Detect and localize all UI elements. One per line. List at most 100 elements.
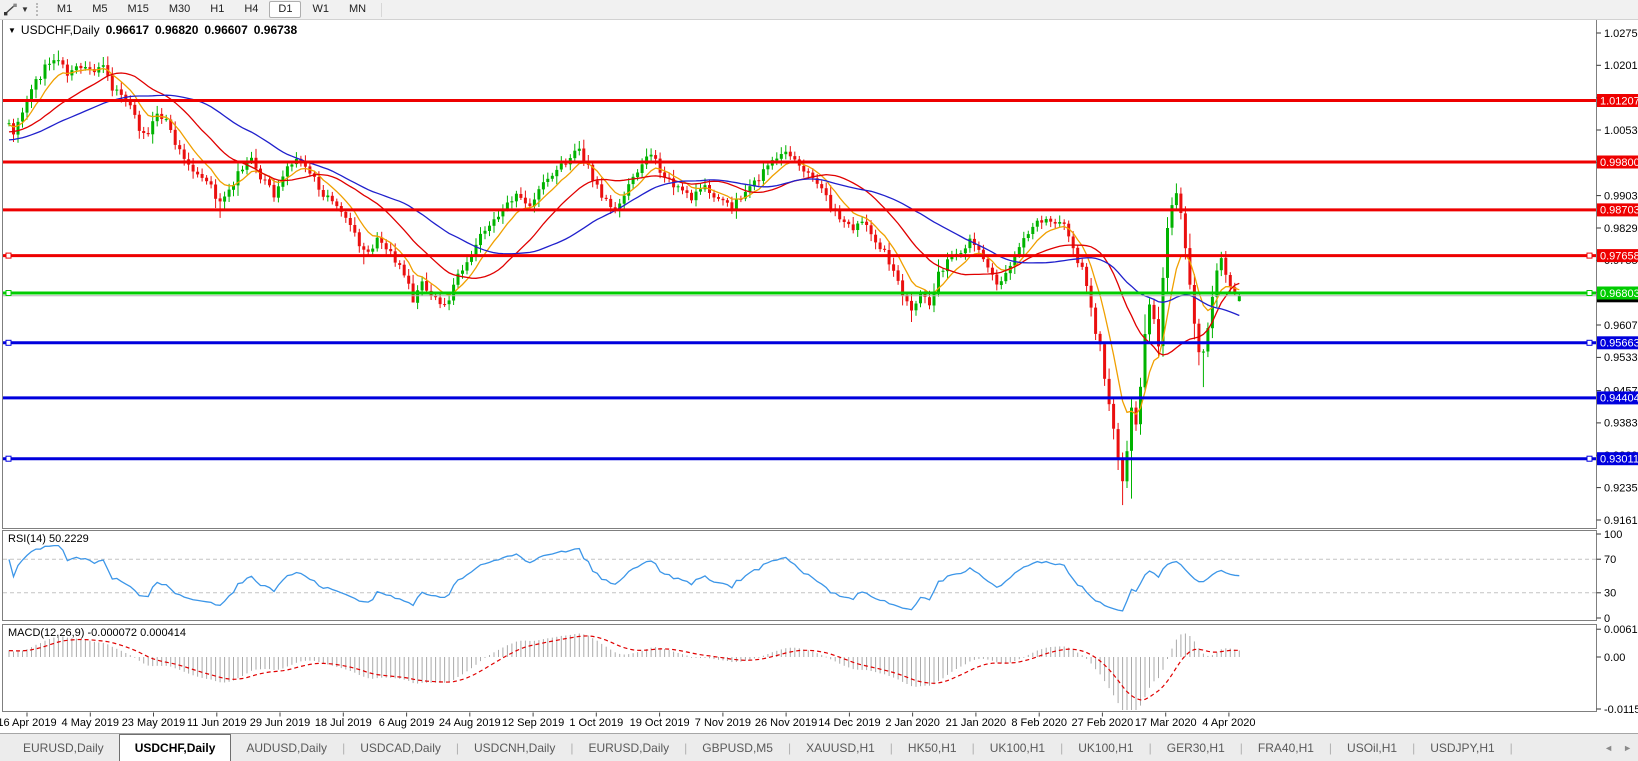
- chart-tab-ger30-h1[interactable]: GER30,H1: [1166, 740, 1225, 755]
- timeframe-button-w1[interactable]: W1: [312, 3, 329, 15]
- macd-axis: 0.006167 0.00 -0.011533: [1596, 624, 1638, 716]
- svg-text:18 Jul 2019: 18 Jul 2019: [315, 717, 372, 729]
- chart-tab-eurusd-daily[interactable]: EURUSD,Daily: [588, 740, 670, 755]
- svg-text:1 Oct 2019: 1 Oct 2019: [569, 717, 623, 729]
- macd-histogram: [8, 633, 1240, 710]
- hline-0.97658[interactable]: 0.97658: [3, 249, 1638, 262]
- svg-text:14 Dec 2019: 14 Dec 2019: [818, 717, 880, 729]
- svg-text:26 Nov 2019: 26 Nov 2019: [755, 717, 817, 729]
- hline-0.93011[interactable]: 0.93011: [3, 452, 1638, 466]
- chevron-down-icon[interactable]: ▼: [21, 5, 29, 14]
- tab-scroll-left-icon[interactable]: ◄: [1604, 742, 1614, 753]
- svg-text:0.93011: 0.93011: [1600, 454, 1638, 466]
- hline-1.01207[interactable]: 1.01207: [3, 94, 1638, 107]
- svg-text:4 May 2019: 4 May 2019: [62, 717, 119, 729]
- line-handle: [1586, 290, 1593, 296]
- hline-0.96803[interactable]: 0.96803: [3, 286, 1638, 300]
- tab-separator: |: [787, 740, 792, 755]
- svg-text:1.02010: 1.02010: [1604, 60, 1638, 72]
- hline-0.98703[interactable]: 0.98703: [3, 203, 1638, 217]
- svg-text:0.91610: 0.91610: [1604, 515, 1638, 527]
- svg-text:6 Aug 2019: 6 Aug 2019: [379, 717, 435, 729]
- tab-separator: |: [1060, 740, 1064, 755]
- svg-text:17 Mar 2020: 17 Mar 2020: [1135, 717, 1197, 729]
- timeframe-button-h4[interactable]: H4: [244, 3, 259, 15]
- svg-text:4 Apr 2020: 4 Apr 2020: [1202, 717, 1255, 729]
- svg-text:0: 0: [1604, 613, 1610, 625]
- svg-text:1.01207: 1.01207: [1600, 95, 1638, 107]
- tab-separator: |: [1328, 740, 1333, 755]
- line-handle: [5, 455, 12, 462]
- timeframe-button-m5[interactable]: M5: [92, 3, 108, 15]
- svg-text:30: 30: [1604, 588, 1616, 600]
- timeframe-button-m15[interactable]: M15: [127, 3, 149, 15]
- chart-tab-usoil-h1[interactable]: USOil,H1: [1347, 740, 1398, 755]
- chart-tab-eurusd-daily[interactable]: EURUSD,Daily: [23, 740, 104, 755]
- timeframe-button-mn[interactable]: MN: [348, 3, 367, 15]
- timeframe-button-d1[interactable]: D1: [269, 1, 302, 18]
- svg-text:11 Jun 2019: 11 Jun 2019: [187, 717, 247, 729]
- hline-0.99800[interactable]: 0.99800: [3, 155, 1638, 169]
- tab-separator: |: [1148, 740, 1152, 755]
- svg-text:16 Apr 2019: 16 Apr 2019: [0, 717, 57, 729]
- tab-separator: |: [684, 740, 688, 755]
- ma-40-line: [8, 94, 1240, 317]
- line-handle: [1586, 252, 1593, 259]
- svg-text:70: 70: [1604, 554, 1616, 566]
- date-axis[interactable]: 16 Apr 2019 4 May 2019 23 May 2019 11 Jun 2…: [0, 712, 1256, 730]
- chart-tab-hk50-h1[interactable]: HK50,H1: [907, 740, 957, 755]
- cursor-tool-icon[interactable]: [1, 2, 20, 17]
- chart-tab-xauusd-h1[interactable]: XAUUSD,H1: [806, 740, 875, 755]
- chart-tab-uk100-h1[interactable]: UK100,H1: [1078, 740, 1134, 755]
- chart-tab-usdchf-daily[interactable]: USDCHF,Daily: [118, 734, 232, 761]
- ma-fast-line: [8, 67, 1240, 416]
- chart-tab-fra40-h1[interactable]: FRA40,H1: [1257, 740, 1314, 755]
- quote-open: 0.96617: [105, 23, 149, 37]
- chart-tab-gbpusd-m5[interactable]: GBPUSD,M5: [702, 740, 773, 755]
- toolbar-grip[interactable]: [35, 3, 41, 16]
- svg-text:21 Jan 2020: 21 Jan 2020: [946, 717, 1007, 729]
- chart-tab-usdcad-daily[interactable]: USDCAD,Daily: [360, 740, 441, 755]
- svg-text:0.00: 0.00: [1604, 652, 1625, 664]
- timeframe-toolbar: ▼ M1 M5 M15 M30 H1 H4 D1 W1 MN: [0, 0, 1638, 20]
- tab-separator: |: [971, 740, 975, 755]
- quote-close: 0.96738: [253, 23, 298, 37]
- line-handle: [1586, 455, 1593, 462]
- tab-scroll-right-icon[interactable]: ►: [1623, 742, 1632, 753]
- macd-indicator-label: MACD(12,26,9) -0.000072 0.000414: [8, 627, 186, 639]
- tab-separator: |: [342, 740, 346, 755]
- line-handle: [5, 339, 12, 346]
- chart-tab-audusd-daily[interactable]: AUDUSD,Daily: [246, 740, 328, 755]
- svg-text:23 May 2019: 23 May 2019: [122, 717, 186, 729]
- tab-separator: |: [455, 740, 459, 755]
- svg-text:100: 100: [1604, 529, 1622, 541]
- chart-tab-usdcnh-daily[interactable]: USDCNH,Daily: [474, 740, 556, 755]
- symbol-dropdown-icon[interactable]: ▼: [8, 26, 16, 35]
- pane-frames: [2, 19, 1597, 712]
- chart-title: ▼ USDCHF,Daily 0.96617 0.96820 0.96607 0.9673…: [8, 23, 298, 37]
- svg-text:0.94404: 0.94404: [1600, 393, 1638, 405]
- hline-0.94404[interactable]: 0.94404: [3, 391, 1638, 405]
- svg-text:24 Aug 2019: 24 Aug 2019: [439, 717, 501, 729]
- line-handle: [1586, 339, 1593, 346]
- line-handle: [5, 252, 12, 259]
- rsi-line: [8, 544, 1240, 612]
- timeframe-button-m1[interactable]: M1: [56, 3, 73, 15]
- tab-separator: |: [1509, 740, 1513, 755]
- hline-0.95663[interactable]: 0.95663: [3, 336, 1638, 350]
- chart-tab-uk100-h1[interactable]: UK100,H1: [989, 740, 1046, 755]
- macd-signal-line: [8, 635, 1240, 701]
- svg-text:2 Jan 2020: 2 Jan 2020: [885, 717, 939, 729]
- timeframe-button-m30[interactable]: M30: [168, 3, 191, 15]
- svg-text:7 Nov 2019: 7 Nov 2019: [695, 717, 751, 729]
- timeframe-button-h1[interactable]: H1: [210, 3, 225, 15]
- tab-separator: |: [889, 740, 893, 755]
- line-handle: [5, 290, 12, 296]
- svg-text:19 Oct 2019: 19 Oct 2019: [630, 717, 690, 729]
- chart-tab-usdjpy-h1[interactable]: USDJPY,H1: [1430, 740, 1495, 755]
